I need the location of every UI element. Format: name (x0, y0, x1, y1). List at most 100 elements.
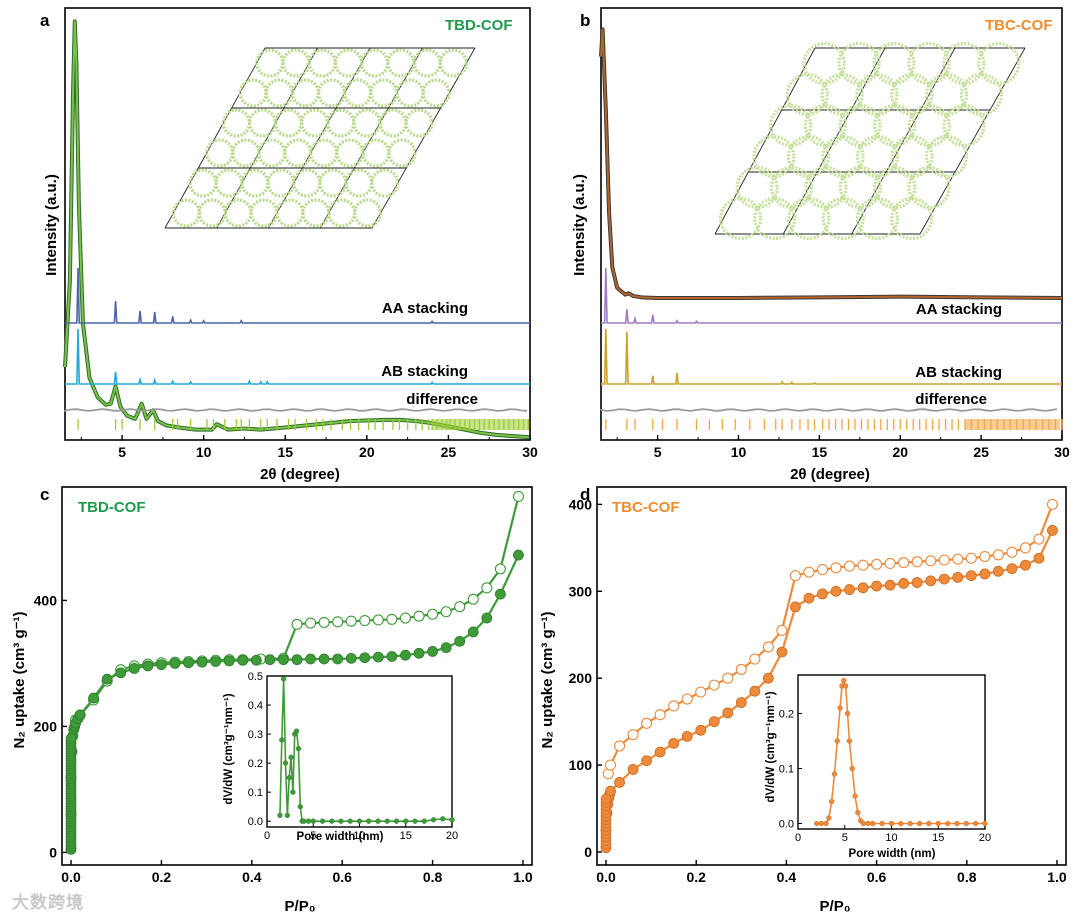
psd-point (973, 820, 979, 827)
inset-x-tick-label: 20 (446, 830, 458, 842)
psd-point (281, 676, 287, 682)
x-tick-label: 1.0 (1047, 869, 1067, 885)
inset-y-tick-label: 0.4 (248, 700, 263, 712)
refined-curve (600, 28, 1063, 299)
adsorption-line (604, 529, 1054, 848)
panel-b: b TBC-COF Intensity (a.u.) 2θ (degree) A… (571, 7, 1070, 483)
pore-ring (924, 134, 969, 179)
pore-ring (352, 108, 382, 138)
x-tick-label: 10 (731, 444, 747, 460)
adsorption-point (722, 707, 734, 719)
adsorption-point (844, 584, 855, 595)
adsorption-point (925, 575, 937, 587)
psd-point (393, 818, 400, 824)
pore-ring (752, 134, 796, 179)
pore-ring (907, 41, 951, 86)
desorption-point (332, 616, 344, 628)
psd-point (347, 818, 353, 824)
psd-point (279, 737, 285, 743)
inset-x-tick-label: 5 (842, 832, 848, 844)
x-tick-label: 0.0 (61, 869, 81, 885)
annotation-diff-a: difference (406, 391, 478, 408)
adsorption-point (803, 592, 815, 604)
adsorption-point (128, 663, 140, 674)
cell-edge (919, 47, 1026, 235)
adsorption-point (305, 653, 316, 665)
desorption-point (979, 550, 991, 563)
panel-letter-d: d (580, 485, 590, 504)
structure-inset-a (164, 47, 476, 229)
psd-point (356, 818, 363, 824)
panel-letter-a: a (40, 11, 50, 30)
panel-a: a TBD-COF Intensity (a.u.) 2θ (degree) A… (40, 7, 538, 483)
pore-ring (360, 48, 390, 78)
y-tick-label: 100 (569, 757, 593, 773)
adsorption-point (884, 579, 896, 591)
psd-point (855, 809, 861, 816)
experimental-curve (599, 27, 1063, 300)
pore-ring (188, 168, 218, 198)
adsorption-point (223, 655, 235, 667)
annotation-aa-b: AA stacking (916, 301, 1002, 318)
pore-ring (333, 48, 364, 78)
adsorption-point (600, 793, 612, 805)
difference-trace (64, 408, 528, 412)
pore-ring (959, 72, 1003, 117)
adsorption-point (641, 755, 653, 767)
inset-x-tick-label: 10 (353, 830, 365, 842)
inset-y-tick-label: 0.2 (779, 709, 794, 721)
desorption-point (440, 606, 452, 618)
plot-frame (600, 7, 1063, 441)
adsorption-point (278, 654, 289, 666)
pore-ring (344, 168, 374, 198)
adsorption-point (156, 659, 167, 671)
desorption-point (1046, 498, 1059, 510)
pore-ring (872, 41, 916, 86)
desorption-point (857, 559, 869, 571)
psd-point (963, 820, 969, 827)
psd-point (907, 820, 913, 827)
inset-frame (797, 674, 986, 830)
desorption-point (613, 740, 626, 752)
x-tick-label: 15 (812, 444, 828, 460)
desorption-point (345, 615, 357, 627)
panel-d: d TBC-COF N₂ uptake (cm³ g⁻¹) P/P₀ Pore … (539, 485, 1067, 915)
psd-point (277, 812, 283, 819)
adsorption-point (250, 654, 262, 666)
adsorption-point (74, 709, 86, 721)
desorption-point (291, 618, 303, 630)
pore-ring (257, 138, 287, 168)
pore-ring (395, 78, 425, 108)
adsorption-point (911, 577, 923, 588)
y-tick-label: 0 (584, 844, 592, 860)
desorption-point (735, 663, 747, 676)
x-tick-label: 0.0 (596, 869, 616, 885)
pore-ring (378, 108, 408, 138)
adsorption-point (494, 588, 506, 600)
psd-point (284, 812, 291, 819)
psd-point (375, 818, 381, 824)
xlabel-c: P/P₀ (285, 898, 316, 915)
bragg-tick-dense (964, 419, 1060, 430)
pore-ring (873, 165, 917, 210)
adsorption-point (708, 716, 720, 728)
pore-ring (171, 198, 201, 228)
psd-point (366, 818, 372, 824)
desorption-point (681, 693, 693, 705)
psd-point (329, 818, 335, 824)
adsorption-point (830, 585, 842, 597)
ab-stacking-trace (601, 328, 1062, 385)
ylabel-d: N₂ uptake (cm³ g⁻¹) (539, 611, 556, 748)
title-c: TBD-COF (78, 499, 146, 516)
title-b: TBC-COF (985, 17, 1053, 34)
y-tick-label: 200 (34, 718, 58, 734)
psd-point (412, 818, 418, 824)
y-tick-label: 200 (569, 670, 593, 686)
psd-point (916, 820, 923, 827)
adsorption-point (952, 571, 964, 583)
psd-point (310, 818, 316, 824)
psd-point (384, 818, 390, 824)
desorption-point (654, 709, 666, 721)
pore-ring (326, 108, 356, 138)
inset-x-tick-label: 15 (932, 832, 944, 844)
